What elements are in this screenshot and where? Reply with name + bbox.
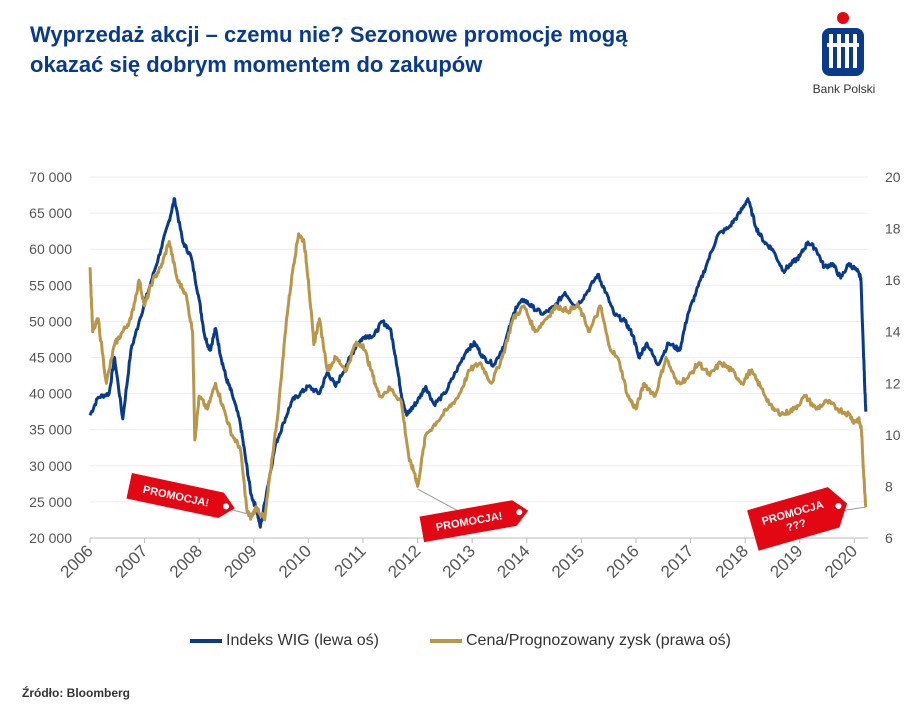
- legend: Indeks WIG (lewa oś) Cena/Prognozowany z…: [0, 632, 915, 656]
- chart-area: 20 000 25 000 30 000 35 000 40 000 45 000 50 0…: [29, 169, 901, 582]
- promo-tag-1: PROMOCJA!: [126, 473, 252, 519]
- y-right-tick-label: 14: [885, 324, 901, 340]
- y-right-tick-label: 18: [885, 221, 901, 237]
- x-tick-label: 2017: [657, 541, 697, 581]
- y-left-tick-label: 45 000: [29, 350, 72, 366]
- legend-item-wig: Indeks WIG (lewa oś): [190, 632, 379, 650]
- series-line-wig: [88, 197, 868, 529]
- y-left-tick-label: 30 000: [29, 458, 72, 474]
- brand-name: Bank Polski: [812, 82, 876, 96]
- promo-tag-body: [747, 487, 848, 551]
- x-tick-label: 2016: [603, 541, 643, 581]
- promo-tag-text: ???: [785, 517, 808, 534]
- legend-swatch-wig: [190, 639, 222, 643]
- y-left-tick-label: 25 000: [29, 494, 72, 510]
- legend-label-wig: Indeks WIG (lewa oś): [226, 632, 379, 649]
- y-left-tick-label: 20 000: [29, 530, 72, 546]
- title-line-1: Wyprzedaż akcji – czemu nie? Sezonowe pr…: [30, 22, 628, 47]
- y-left-tick-label: 65 000: [29, 205, 72, 221]
- promo-tag-2: PROMOCJA!: [417, 488, 529, 543]
- x-tick-label: 2014: [493, 541, 533, 581]
- y-left-tick-label: 40 000: [29, 386, 72, 402]
- x-tick-label: 2006: [57, 541, 97, 581]
- legend-label-pe: Cena/Prognozowany zysk (prawa oś): [466, 632, 732, 649]
- y-right-tick-label: 20: [885, 169, 901, 185]
- x-tick-label: 2015: [548, 541, 588, 581]
- x-tick-label: 2013: [439, 541, 479, 581]
- x-tick-label: 2007: [111, 541, 151, 581]
- promo-tag-body: [419, 500, 529, 543]
- legend-item-pe: Cena/Prognozowany zysk (prawa oś): [430, 632, 731, 650]
- source-note: Źródło: Bloomberg: [22, 686, 130, 700]
- y-right-tick-label: 16: [885, 272, 901, 288]
- promo-tag-body: [126, 473, 235, 519]
- x-tick-label: 2011: [331, 541, 370, 580]
- pko-logo-icon: [822, 12, 864, 76]
- y-left-tick-label: 60 000: [29, 241, 72, 257]
- promo-tag-hole: [223, 503, 230, 510]
- chart-title: Wyprzedaż akcji – czemu nie? Sezonowe pr…: [30, 20, 750, 80]
- x-tick-label: 2018: [712, 541, 752, 581]
- y-right-tick-label: 6: [885, 530, 893, 546]
- y-right-tick-label: 8: [885, 478, 893, 494]
- x-tick-label: 2010: [275, 541, 315, 581]
- y-left-tick-label: 70 000: [29, 169, 72, 185]
- x-tick-label: 2020: [821, 541, 861, 581]
- x-tick-label: 2009: [220, 541, 260, 581]
- series-line-pe: [88, 232, 868, 522]
- y-right-tick-label: 12: [885, 375, 901, 391]
- x-tick-label: 2008: [166, 541, 206, 581]
- y-left-tick-label: 50 000: [29, 313, 72, 329]
- y-left-tick-label: 55 000: [29, 277, 72, 293]
- x-tick-label: 2012: [384, 541, 424, 581]
- y-right-tick-label: 10: [885, 427, 901, 443]
- legend-swatch-pe: [430, 639, 462, 643]
- title-line-2: okazać się dobrym momentem do zakupów: [30, 52, 483, 77]
- x-tick-label: 2019: [766, 541, 806, 581]
- promo-tag-3: PROMOCJA???: [747, 487, 866, 551]
- y-left-tick-label: 35 000: [29, 422, 72, 438]
- promo-tag-hole: [516, 509, 523, 516]
- promo-tag-hole: [835, 502, 842, 509]
